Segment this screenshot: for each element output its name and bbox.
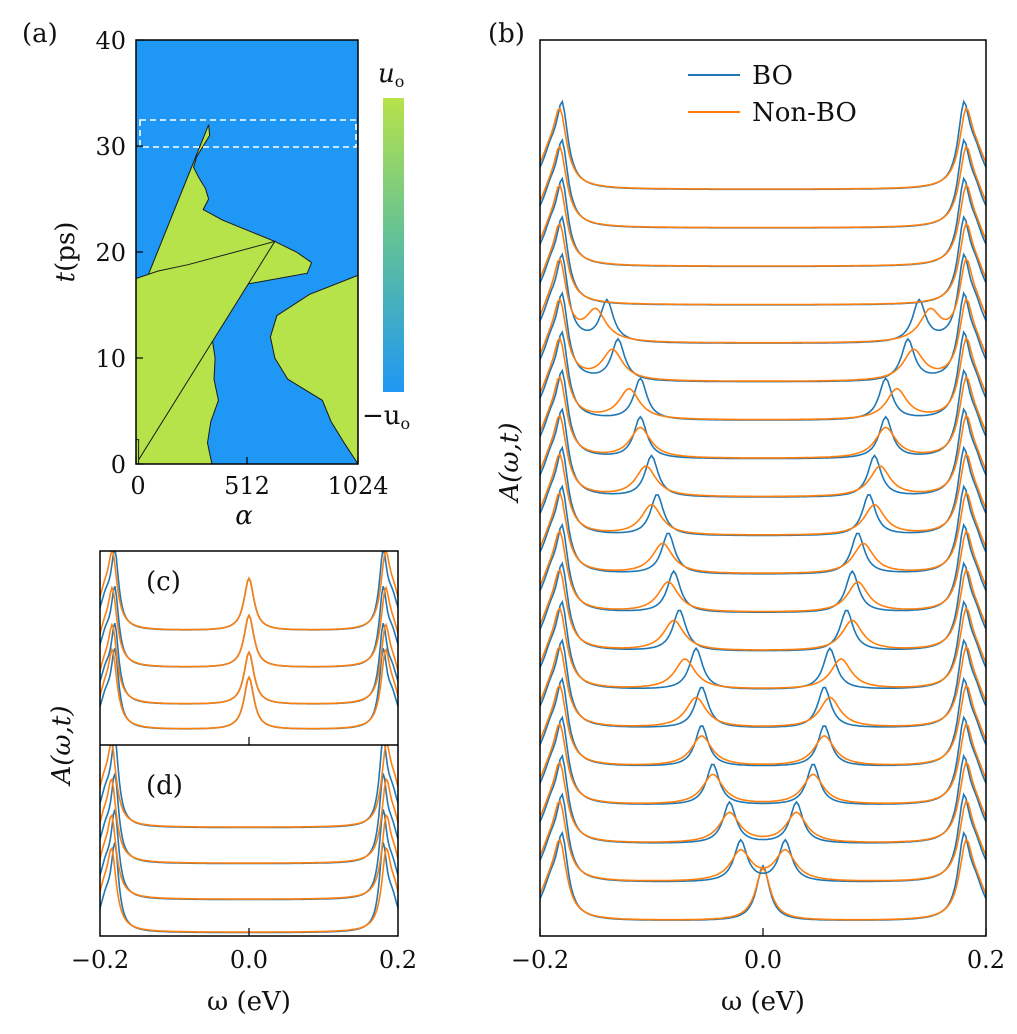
nonbo-spectrum-line <box>540 414 986 498</box>
panel-a-xtick-label: 1024 <box>327 472 388 500</box>
panel-b-curves <box>540 99 986 921</box>
nonbo-spectrum-line <box>540 375 986 459</box>
nonbo-spectrum-line <box>100 777 398 864</box>
panel-b-xtick-label: −0.2 <box>511 946 569 974</box>
panel-a-xtick-label: 0 <box>130 472 145 500</box>
colorbar-top-sub: o <box>395 72 405 91</box>
panel-a-ylabel: t(ps) <box>51 222 81 283</box>
nonbo-spectrum-line <box>540 568 986 651</box>
panel-d-curves <box>100 745 398 934</box>
panel-b-xlabel: ω (eV) <box>721 987 805 1017</box>
panel-a-xlabel: α <box>235 501 253 531</box>
panel-d-xtick-label: 0.0 <box>230 946 268 974</box>
bo-spectrum-line <box>540 368 986 460</box>
panel-cd-ylabel: A(ω,t) <box>47 706 77 787</box>
bo-spectrum-line <box>100 585 398 668</box>
heatmap-area <box>136 40 358 464</box>
legend-bo-label: BO <box>752 61 793 91</box>
nonbo-spectrum-line <box>540 606 986 689</box>
nonbo-spectrum-line <box>540 491 986 574</box>
heatmap-region-high-right <box>269 274 358 464</box>
panel-d-xtick-label: 0.2 <box>379 946 417 974</box>
nonbo-spectrum-line <box>540 257 986 344</box>
panel-d-xlabel: ω (eV) <box>207 987 291 1017</box>
colorbar-bottom-sub: o <box>401 414 411 433</box>
nonbo-spectrum-line <box>540 297 986 382</box>
nonbo-spectrum-line <box>540 529 986 613</box>
panel-a-ytick-label: 20 <box>95 239 126 267</box>
nonbo-spectrum-line <box>100 585 398 668</box>
nonbo-spectrum-line <box>540 336 986 421</box>
panel-a-ticks: 0 512 1024 0 10 20 30 40 <box>95 27 388 500</box>
nonbo-spectrum-line <box>540 761 986 843</box>
bo-spectrum-line <box>100 842 398 934</box>
colorbar-bottom-label: −uo <box>362 401 410 433</box>
nonbo-spectrum-line <box>540 452 986 536</box>
legend-nonbo-label: Non-BO <box>752 98 857 128</box>
panel-a-ytick-label: 30 <box>95 133 126 161</box>
nonbo-spectrum-line <box>540 684 986 766</box>
panel-b: (b) −0.2 0.0 0.2 BO Non-BO ω (eV) A(ω,t) <box>488 19 1005 1017</box>
panel-a-ylabel-unit: (ps) <box>51 222 81 272</box>
panel-b-label: (b) <box>488 19 525 49</box>
nonbo-spectrum-line <box>540 106 986 190</box>
bo-spectrum-line <box>540 407 986 498</box>
bo-spectrum-line <box>100 551 398 631</box>
nonbo-spectrum-line <box>100 846 398 933</box>
colorbar-top-label: uo <box>378 59 404 91</box>
highlight-window <box>139 119 357 148</box>
panel-b-xtick-label: 0.2 <box>967 946 1005 974</box>
panel-b-xtick-label: 0.0 <box>744 946 782 974</box>
nonbo-spectrum-line <box>540 645 986 727</box>
nonbo-spectrum-line <box>100 551 398 631</box>
nonbo-spectrum-line <box>540 183 986 267</box>
bo-spectrum-line <box>540 330 986 421</box>
bo-spectrum-line <box>100 622 398 705</box>
bo-spectrum-line <box>100 773 398 865</box>
panel-d-xtick-label: −0.2 <box>71 946 129 974</box>
nonbo-spectrum-line <box>540 838 986 921</box>
panel-a-label: (a) <box>22 19 58 49</box>
panel-c-curves <box>100 551 398 730</box>
nonbo-spectrum-line <box>100 745 398 828</box>
bo-spectrum-line <box>100 647 398 730</box>
panel-a-xtick-label: 512 <box>224 472 270 500</box>
panel-cd: (c) (d) −0.2 0.0 0.2 ω (eV) A(ω,t) <box>47 550 417 1017</box>
panel-b-ylabel: A(ω,t) <box>495 423 525 504</box>
panel-d-ticks: −0.2 0.0 0.2 <box>71 946 417 974</box>
panel-a-ytick-label: 40 <box>95 27 126 55</box>
nonbo-spectrum-line <box>100 813 398 900</box>
panel-d-label: (d) <box>146 771 183 801</box>
panel-a-ytick-label: 10 <box>95 345 126 373</box>
colorbar-top-symbol: u <box>378 59 395 89</box>
nonbo-spectrum-line <box>540 145 986 229</box>
bo-spectrum-line <box>100 809 398 901</box>
panel-b-ticks: −0.2 0.0 0.2 <box>511 928 1005 974</box>
nonbo-spectrum-line <box>100 647 398 730</box>
colorbar <box>383 98 404 392</box>
nonbo-spectrum-line <box>540 222 986 306</box>
nonbo-spectrum-line <box>100 622 398 705</box>
heatmap-region-high-left <box>136 240 276 464</box>
bo-spectrum-line <box>100 745 398 829</box>
panel-c-label: (c) <box>146 567 181 597</box>
panel-a-ytick-label: 0 <box>111 451 126 479</box>
nonbo-spectrum-line <box>540 722 986 804</box>
legend: BO Non-BO <box>688 61 857 128</box>
nonbo-spectrum-line <box>540 799 986 882</box>
colorbar-bottom-symbol: −u <box>362 401 401 431</box>
